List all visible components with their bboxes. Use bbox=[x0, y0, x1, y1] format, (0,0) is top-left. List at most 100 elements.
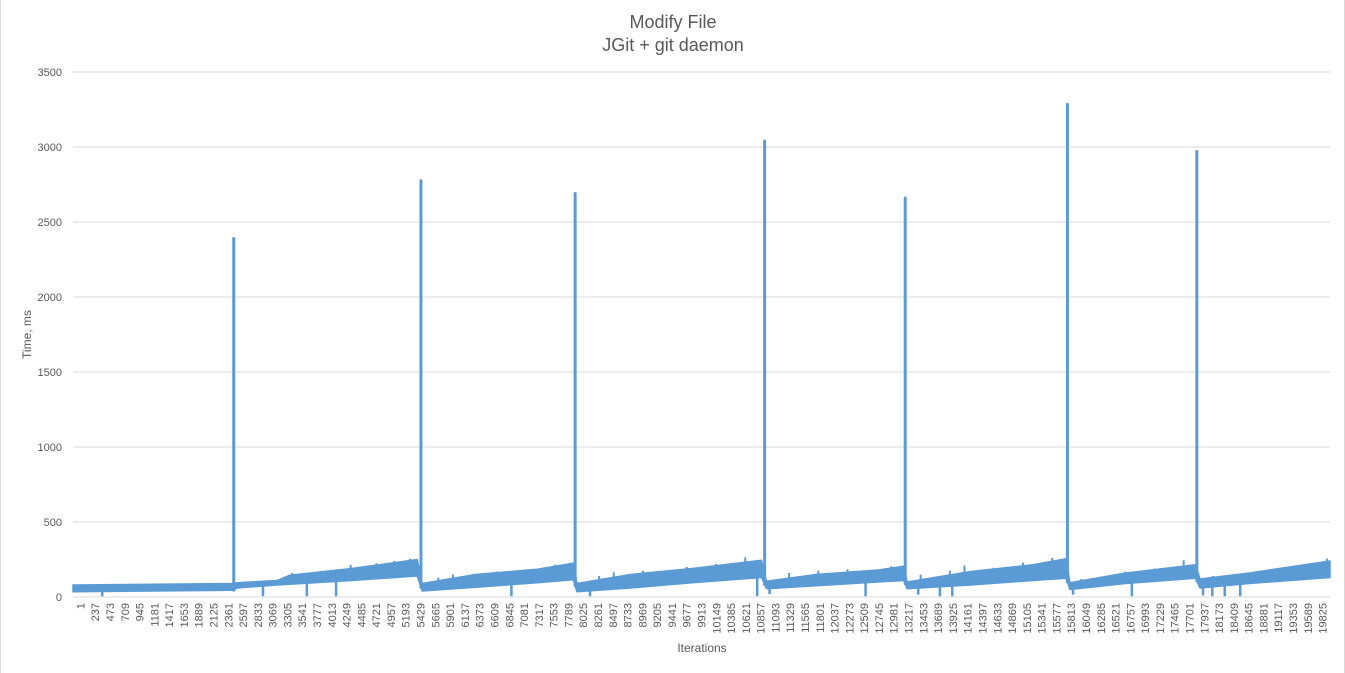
x-tick-label: 7789 bbox=[563, 603, 575, 627]
x-tick-label: 12509 bbox=[859, 603, 871, 634]
x-tick-label: 12745 bbox=[874, 603, 886, 634]
x-tick-label: 237 bbox=[90, 603, 102, 621]
x-tick-label: 13689 bbox=[933, 603, 945, 634]
y-tick-label: 1000 bbox=[38, 442, 62, 454]
x-tick-label: 4013 bbox=[327, 603, 339, 627]
x-tick-label: 15105 bbox=[1022, 603, 1034, 634]
x-tick-label: 12981 bbox=[889, 603, 901, 634]
x-tick-label: 16993 bbox=[1140, 603, 1152, 634]
x-tick-label: 2125 bbox=[208, 603, 220, 627]
x-tick-label: 473 bbox=[105, 603, 117, 621]
x-tick-label: 709 bbox=[120, 603, 132, 621]
x-tick-label: 18409 bbox=[1229, 603, 1241, 634]
x-tick-label: 9441 bbox=[667, 603, 679, 627]
x-tick-label: 7081 bbox=[519, 603, 531, 627]
x-tick-label: 4485 bbox=[356, 603, 368, 627]
x-tick-label: 16757 bbox=[1125, 603, 1137, 634]
x-tick-label: 3541 bbox=[297, 603, 309, 627]
x-tick-label: 13217 bbox=[904, 603, 916, 634]
y-tick-label: 0 bbox=[56, 592, 62, 604]
x-tick-label: 14869 bbox=[1007, 603, 1019, 634]
y-tick-label: 3500 bbox=[38, 67, 62, 79]
x-tick-label: 15813 bbox=[1066, 603, 1078, 634]
x-tick-label: 7317 bbox=[534, 603, 546, 627]
x-tick-label: 19117 bbox=[1273, 603, 1285, 633]
x-tick-label: 18881 bbox=[1258, 603, 1270, 634]
x-tick-label: 19589 bbox=[1303, 603, 1315, 634]
x-axis-title: Iterations bbox=[677, 641, 726, 655]
x-tick-label: 2361 bbox=[223, 603, 235, 627]
x-tick-label: 14397 bbox=[977, 603, 989, 634]
x-tick-label: 10149 bbox=[711, 603, 723, 634]
y-tick-label: 1500 bbox=[38, 367, 62, 379]
x-tick-label: 5901 bbox=[445, 603, 457, 627]
x-tick-label: 8733 bbox=[623, 603, 635, 627]
x-tick-label: 11329 bbox=[785, 603, 797, 633]
x-tick-label: 8025 bbox=[578, 603, 590, 627]
x-tick-label: 11565 bbox=[800, 603, 812, 633]
x-tick-label: 17465 bbox=[1170, 603, 1182, 634]
x-tick-label: 4721 bbox=[371, 603, 383, 627]
x-tick-label: 15577 bbox=[1051, 603, 1063, 634]
x-tick-label: 15341 bbox=[1037, 603, 1049, 634]
x-tick-label: 13925 bbox=[948, 603, 960, 634]
x-tick-label: 945 bbox=[135, 603, 147, 621]
y-axis-ticks: 0 500 1000 1500 2000 2500 3000 3500 bbox=[38, 67, 62, 604]
x-tick-label: 9677 bbox=[682, 603, 694, 627]
x-tick-label: 17701 bbox=[1185, 603, 1197, 634]
x-tick-label: 1889 bbox=[194, 603, 206, 627]
y-tick-label: 3000 bbox=[38, 142, 62, 154]
x-tick-label: 16521 bbox=[1111, 603, 1123, 634]
x-tick-label: 3069 bbox=[268, 603, 280, 627]
x-tick-label: 1 bbox=[75, 603, 87, 609]
x-tick-label: 13453 bbox=[918, 603, 930, 634]
series-time-ms bbox=[72, 102, 1331, 597]
x-tick-label: 7553 bbox=[549, 603, 561, 627]
y-axis-title: Time, ms bbox=[20, 310, 34, 359]
x-tick-label: 1181 bbox=[149, 603, 161, 627]
x-tick-label: 6137 bbox=[460, 603, 472, 627]
series-band bbox=[72, 558, 1331, 593]
x-tick-label: 17937 bbox=[1199, 603, 1211, 634]
x-axis-ticks: 1 237 473 709 945 1181 1417 1653 1889 2125 2361 259… bbox=[75, 603, 1329, 634]
x-tick-label: 2833 bbox=[253, 603, 265, 627]
x-tick-label: 9913 bbox=[697, 603, 709, 627]
chart-title: Modify File bbox=[629, 12, 716, 32]
x-tick-label: 6845 bbox=[504, 603, 516, 627]
x-tick-label: 5429 bbox=[416, 603, 428, 627]
x-tick-label: 4957 bbox=[386, 603, 398, 627]
x-tick-label: 17229 bbox=[1155, 603, 1167, 634]
x-tick-label: 10857 bbox=[756, 603, 768, 634]
x-tick-label: 3777 bbox=[312, 603, 324, 627]
x-tick-label: 11093 bbox=[770, 603, 782, 633]
x-tick-label: 9205 bbox=[652, 603, 664, 627]
x-tick-label: 1417 bbox=[164, 603, 176, 627]
x-tick-label: 8497 bbox=[608, 603, 620, 627]
x-tick-label: 5193 bbox=[401, 603, 413, 627]
x-tick-label: 6609 bbox=[489, 603, 501, 627]
x-tick-label: 16285 bbox=[1096, 603, 1108, 634]
x-tick-label: 5665 bbox=[430, 603, 442, 627]
x-tick-label: 8261 bbox=[593, 603, 605, 627]
x-tick-label: 8969 bbox=[637, 603, 649, 627]
x-tick-label: 10385 bbox=[726, 603, 738, 634]
x-tick-label: 19353 bbox=[1288, 603, 1300, 634]
gridlines bbox=[73, 71, 1330, 523]
y-tick-label: 2000 bbox=[38, 292, 62, 304]
x-tick-label: 12273 bbox=[844, 603, 856, 634]
x-tick-label: 16049 bbox=[1081, 603, 1093, 634]
x-tick-label: 10621 bbox=[741, 603, 753, 634]
x-tick-label: 14633 bbox=[992, 603, 1004, 634]
x-tick-label: 1653 bbox=[179, 603, 191, 627]
x-tick-label: 18173 bbox=[1214, 603, 1226, 634]
x-tick-label: 18645 bbox=[1244, 603, 1256, 634]
x-tick-label: 6373 bbox=[475, 603, 487, 627]
y-tick-label: 2500 bbox=[38, 217, 62, 229]
x-tick-label: 12037 bbox=[830, 603, 842, 634]
x-tick-label: 2597 bbox=[238, 603, 250, 627]
x-tick-label: 3305 bbox=[282, 603, 294, 627]
x-tick-label: 14161 bbox=[963, 603, 975, 634]
x-tick-label: 4249 bbox=[342, 603, 354, 627]
